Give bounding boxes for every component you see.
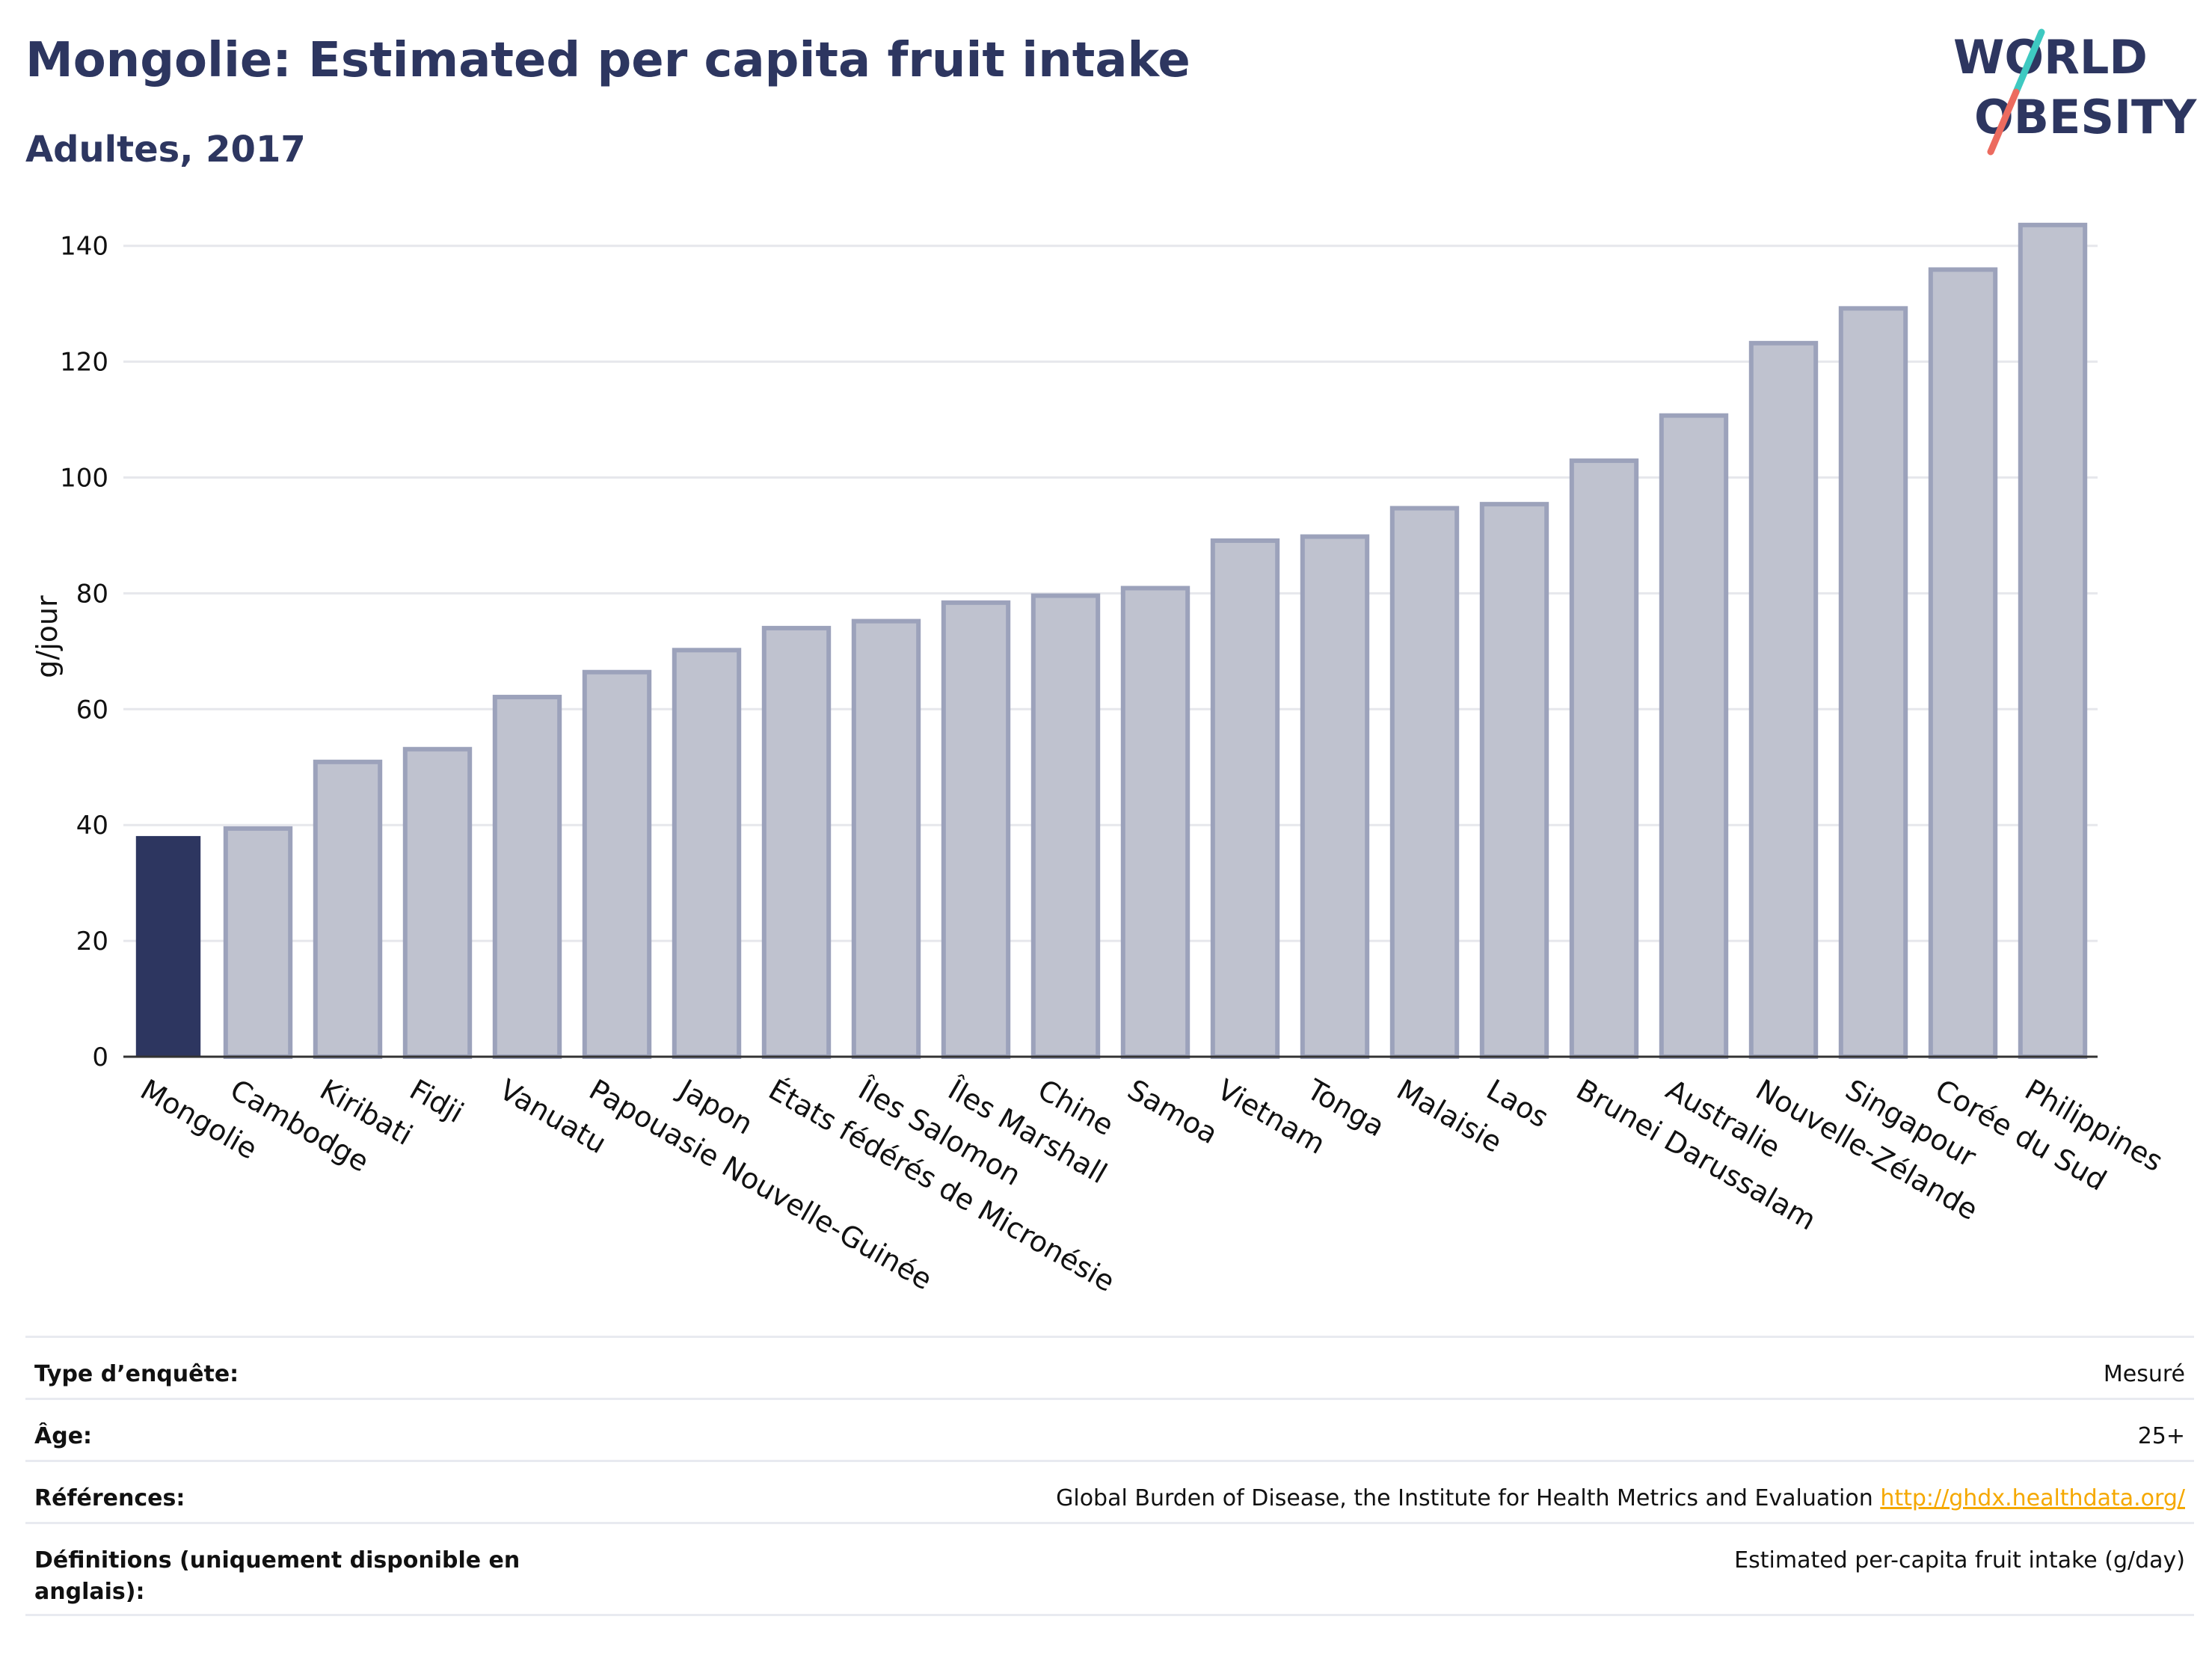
bar	[1838, 306, 1908, 1059]
info-table: Type d’enquête: Mesuré Âge: 25+ Référenc…	[25, 1336, 2194, 1616]
chart-title: Mongolie: Estimated per capita fruit int…	[25, 33, 1191, 88]
info-value-age: 25+	[2137, 1423, 2185, 1449]
y-tick-label: 100	[60, 464, 108, 494]
bar	[1659, 413, 1729, 1059]
bar	[135, 835, 201, 1057]
logo-line1: WORLD	[1953, 30, 2148, 85]
world-obesity-logo: WORLD OBESITY	[1953, 28, 2197, 156]
info-label-definitions: Définitions (uniquement disponible en an…	[34, 1547, 520, 1605]
y-tick-label: 80	[76, 579, 108, 609]
y-tick-label: 140	[60, 232, 108, 262]
info-label-survey-type: Type d’enquête:	[34, 1361, 239, 1387]
bar	[1300, 534, 1370, 1059]
y-tick-label: 60	[76, 695, 108, 725]
bar	[2018, 222, 2088, 1059]
bar	[582, 669, 652, 1059]
info-label-age: Âge:	[34, 1423, 93, 1449]
bar	[313, 759, 383, 1059]
bar	[402, 746, 473, 1059]
y-tick-label: 20	[76, 927, 108, 957]
x-tick-label: Samoa	[1122, 1073, 1223, 1151]
info-value-references: Global Burden of Disease, the Institute …	[1056, 1462, 2185, 1514]
bar	[672, 648, 742, 1059]
logo-slash-coral	[1987, 88, 2020, 156]
y-tick-label: 0	[92, 1043, 108, 1072]
bar	[1479, 502, 1549, 1059]
bar	[492, 695, 562, 1059]
bar	[1748, 340, 1819, 1060]
bar	[1030, 593, 1101, 1059]
info-row-survey-type: Type d’enquête: Mesuré	[25, 1336, 2194, 1398]
bar	[223, 826, 293, 1059]
references-link[interactable]: http://ghdx.healthdata.org/	[1880, 1485, 2185, 1511]
logo-slash-teal	[2012, 28, 2045, 96]
chart-subtitle: Adultes, 2017	[25, 129, 306, 171]
bar	[1120, 586, 1191, 1059]
bar-chart: 020406080100120140g/jourMongolieCambodge…	[31, 222, 2169, 1298]
bar	[1569, 458, 1639, 1059]
info-row-references: Références: Global Burden of Disease, th…	[25, 1460, 2194, 1522]
bar	[1928, 267, 1998, 1060]
bar	[1210, 538, 1280, 1059]
info-label-references: Références:	[34, 1485, 185, 1511]
info-row-definitions: Définitions (uniquement disponible en an…	[25, 1522, 2194, 1616]
info-value-survey-type: Mesuré	[2103, 1361, 2185, 1387]
bar	[851, 618, 921, 1059]
y-tick-label: 40	[76, 811, 108, 841]
y-tick-label: 120	[60, 348, 108, 378]
bar	[1389, 506, 1460, 1059]
bar	[761, 625, 832, 1059]
info-value-definitions: Estimated per-capita fruit intake (g/day…	[1734, 1547, 2185, 1573]
info-row-age: Âge: 25+	[25, 1398, 2194, 1460]
y-axis-label: g/jour	[31, 595, 64, 678]
bar	[941, 600, 1011, 1059]
references-text: Global Burden of Disease, the Institute …	[1056, 1485, 1873, 1511]
